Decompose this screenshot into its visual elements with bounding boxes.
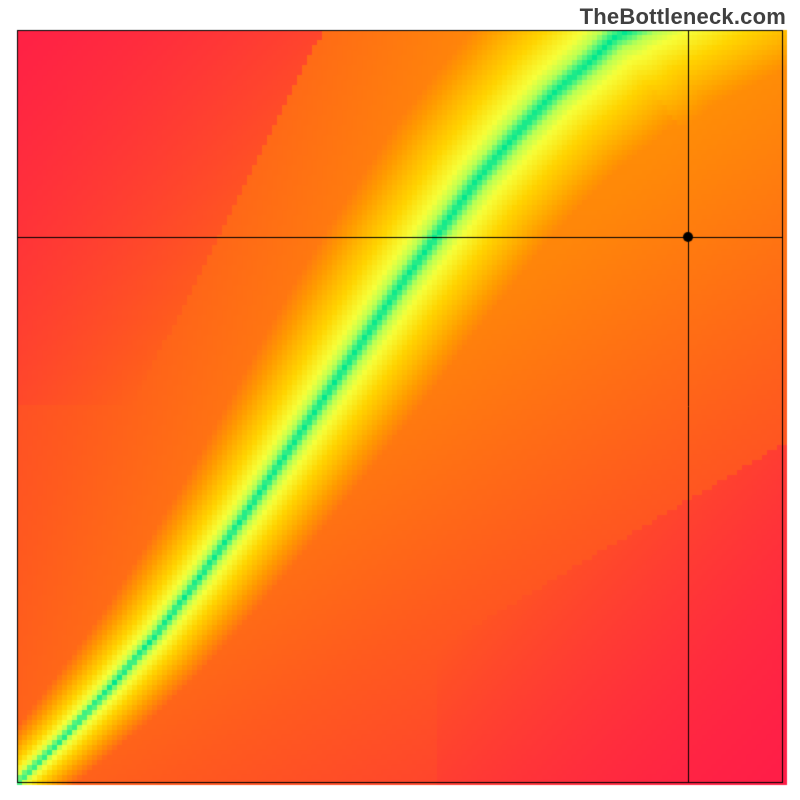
chart-container: TheBottleneck.com <box>0 0 800 800</box>
bottleneck-heatmap <box>0 0 800 800</box>
watermark-text: TheBottleneck.com <box>580 4 786 30</box>
